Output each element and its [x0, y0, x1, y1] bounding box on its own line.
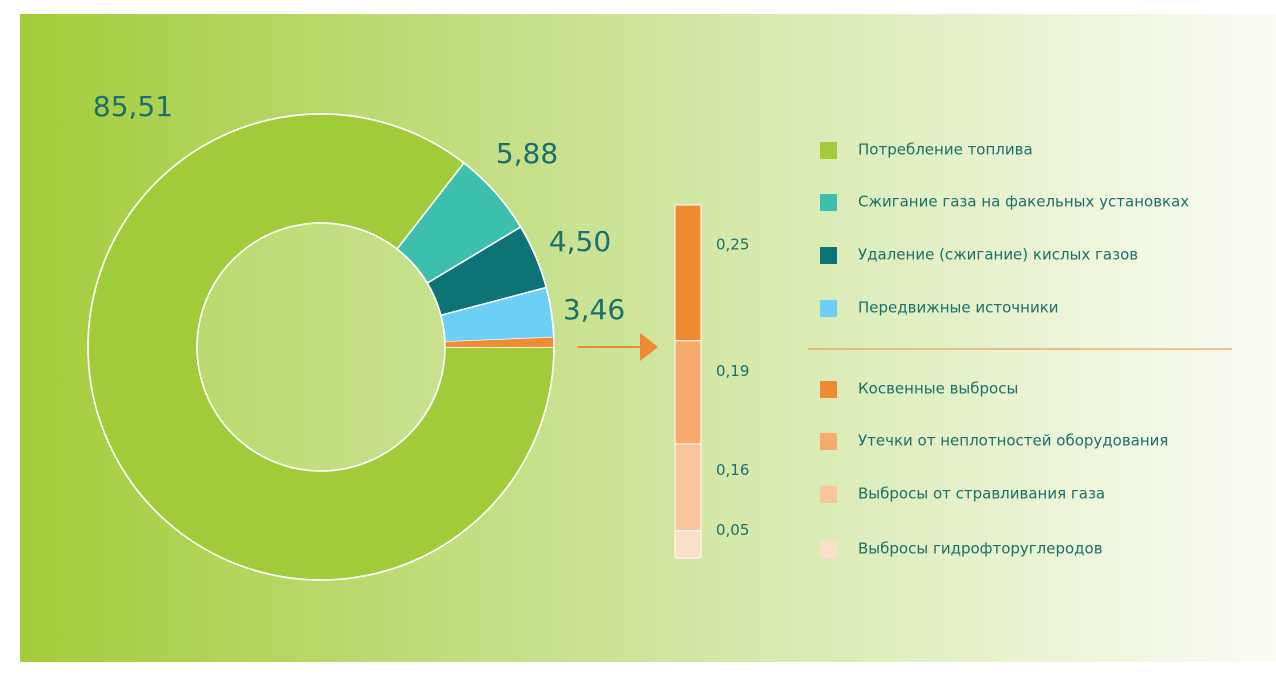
legend-swatch	[820, 381, 837, 398]
breakout-segment	[674, 530, 702, 559]
outer-ring	[87, 113, 555, 581]
legend-swatch	[820, 486, 837, 503]
slice-label: 3,46	[563, 293, 625, 326]
legend-swatch	[820, 541, 837, 558]
legend-label: Выбросы гидрофторуглеродов	[858, 540, 1103, 558]
donut-slice	[444, 341, 554, 346]
legend-label: Выбросы от стравливания газа	[858, 485, 1105, 503]
legend-swatch	[820, 433, 837, 450]
donut-slice	[444, 346, 554, 347]
legend-swatch	[820, 300, 837, 317]
breakout-label: 0,25	[716, 236, 749, 254]
legend-label: Потребление топлива	[858, 141, 1033, 159]
donut-hole	[196, 222, 446, 472]
donut-slice	[444, 343, 554, 347]
breakout-segment	[674, 204, 702, 342]
breakout-segment	[674, 443, 702, 532]
slice-label: 85,51	[93, 90, 173, 123]
breakout-segment	[674, 340, 702, 445]
breakout-label: 0,16	[716, 461, 749, 479]
legend-swatch	[820, 142, 837, 159]
legend-label: Удаление (сжигание) кислых газов	[858, 246, 1138, 264]
legend-label: Косвенные выбросы	[858, 380, 1018, 398]
breakout-label: 0,05	[716, 521, 749, 539]
legend-swatch	[820, 194, 837, 211]
legend-swatch	[820, 247, 837, 264]
arrow-head	[640, 333, 658, 361]
breakout-label: 0,19	[716, 362, 749, 380]
legend-label: Утечки от неплотностей оборудования	[858, 432, 1168, 450]
slice-label: 4,50	[549, 225, 611, 258]
slice-label: 5,88	[496, 137, 558, 170]
legend-label: Передвижные источники	[858, 299, 1059, 317]
donut-slice	[444, 337, 554, 344]
legend-label: Сжигание газа на факельных установках	[858, 193, 1189, 211]
